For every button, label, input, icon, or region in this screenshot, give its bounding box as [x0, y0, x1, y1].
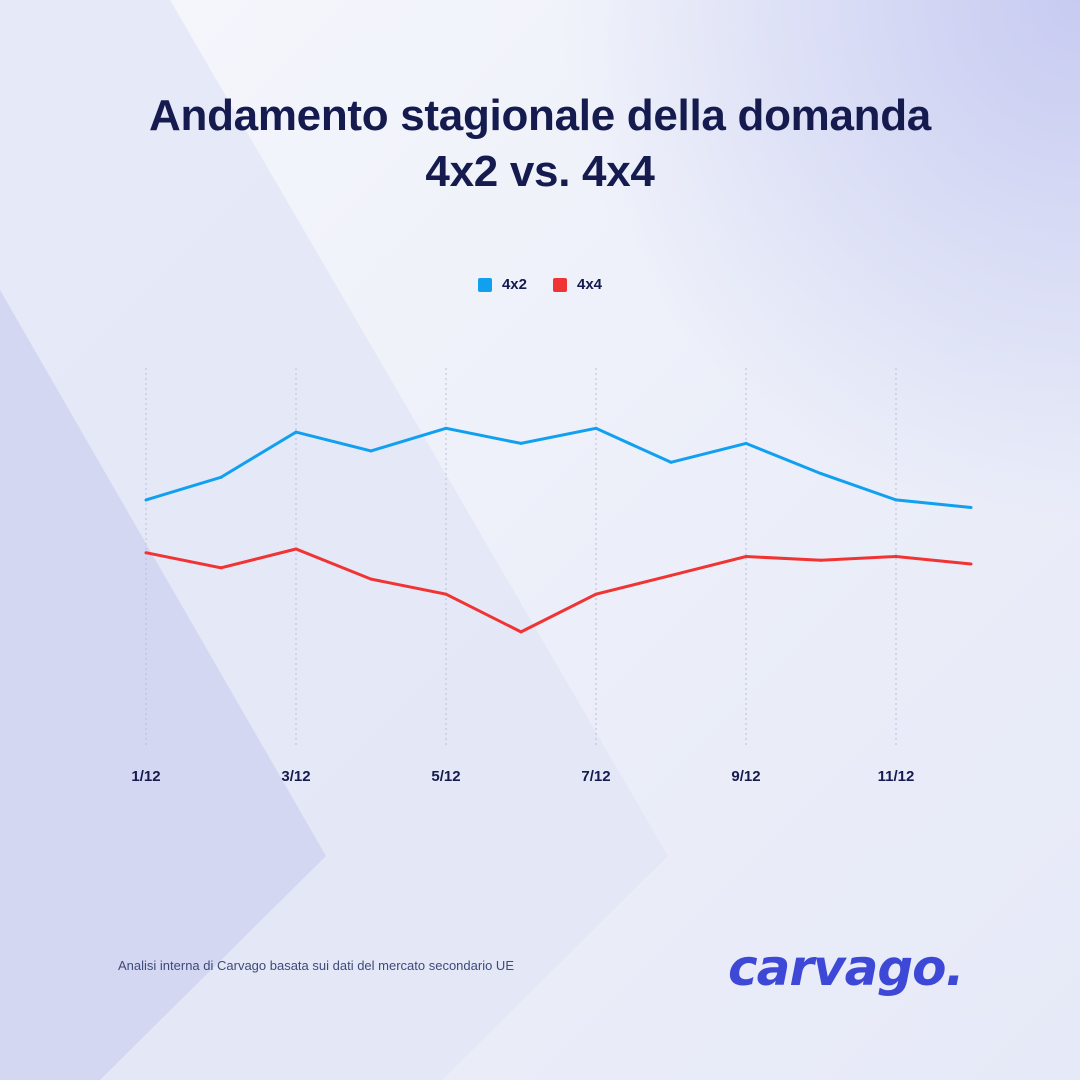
legend-swatch-4x4 — [553, 277, 567, 292]
data-point-4x4 — [369, 577, 373, 581]
data-point-4x2 — [219, 475, 223, 479]
data-point-4x2 — [744, 441, 748, 445]
data-point-4x2 — [519, 441, 523, 445]
x-tick-label: 5/12 — [431, 768, 460, 785]
data-point-4x2 — [969, 505, 973, 509]
chart-legend: 4x2 4x4 — [0, 276, 1080, 293]
chart-title-line2: 4x2 vs. 4x4 — [425, 147, 655, 196]
data-point-4x4 — [819, 558, 823, 562]
carvago-logo: carvago. — [728, 939, 965, 997]
x-tick-label: 9/12 — [731, 768, 760, 785]
data-point-4x2 — [369, 449, 373, 453]
series-line-4x4 — [145, 547, 972, 634]
data-point-4x2 — [894, 498, 898, 502]
data-point-4x4 — [669, 573, 673, 577]
source-footnote: Analisi interna di Carvago basata sui da… — [118, 958, 514, 973]
data-point-4x2 — [594, 426, 598, 430]
data-point-4x2 — [444, 426, 448, 430]
data-point-4x4 — [744, 555, 748, 558]
data-point-4x4 — [219, 566, 223, 570]
data-point-4x2 — [669, 460, 673, 464]
data-point-4x2 — [144, 498, 148, 502]
data-point-4x4 — [444, 592, 448, 596]
legend-swatch-4x2 — [477, 277, 492, 292]
data-point-4x4 — [519, 630, 523, 634]
data-point-4x4 — [294, 547, 298, 551]
data-point-4x4 — [594, 592, 598, 596]
x-tick-label: 1/12 — [131, 768, 160, 785]
series-line-4x2 — [145, 426, 972, 509]
data-point-4x4 — [894, 555, 898, 558]
legend-label-4x4: 4x4 — [577, 276, 603, 293]
data-point-4x2 — [819, 472, 823, 476]
data-point-4x2 — [294, 430, 298, 434]
legend-label-4x2: 4x2 — [501, 276, 527, 293]
x-tick-label: 3/12 — [281, 768, 310, 785]
x-tick-label: 11/12 — [878, 768, 915, 785]
chart-title-line1: Andamento stagionale della domanda — [149, 91, 931, 140]
legend-item-4x4: 4x4 — [553, 276, 602, 293]
chart-title: Andamento stagionale della domanda 4x2 v… — [0, 88, 1080, 200]
data-point-4x4 — [144, 551, 148, 555]
data-point-4x4 — [969, 562, 973, 566]
legend-item-4x2: 4x2 — [477, 276, 527, 293]
x-tick-label: 7/12 — [581, 768, 610, 785]
